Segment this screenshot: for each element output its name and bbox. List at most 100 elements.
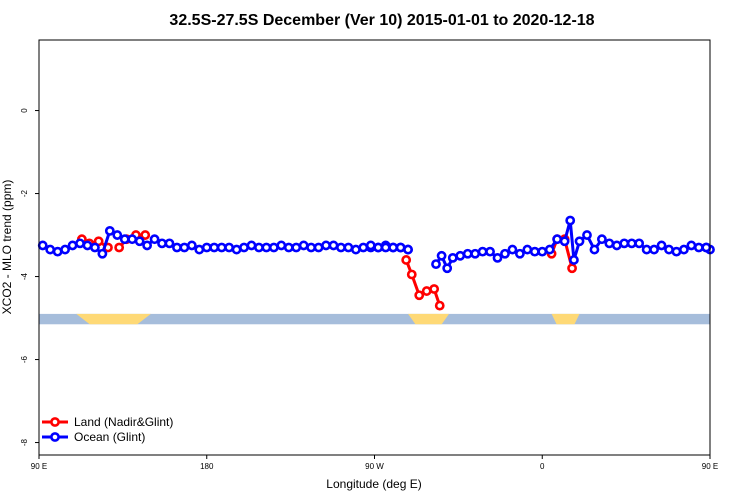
ocean-point-1-33 [276,240,287,251]
y-tick-label-1: 0 [20,108,29,113]
ocean-point-1-4 [60,244,70,255]
ocean-point-1-20 [179,242,190,253]
ocean-point-3-22 [574,236,585,247]
ocean-point-3-27 [611,240,622,251]
ocean-point-1-26 [224,242,235,253]
x-tick-label-4: 0 [540,462,545,471]
ocean-point-3-16 [537,246,548,257]
land-strip-2 [408,313,450,325]
y-tick-label-4: -6 [20,355,29,363]
y-tick-label-2: -2 [20,189,29,197]
ocean-point-1-15 [142,240,153,251]
legend-label-land: Land (Nadir&Glint) [74,415,173,429]
ocean-point-3-35 [671,246,682,257]
series-layer [37,215,715,311]
ocean-point-1-41 [336,242,346,253]
x-axis: 90 E 180 90 W 0 90 E [31,455,718,471]
ocean-point-1-34 [283,242,294,253]
ocean-point-1-19 [172,242,182,253]
ocean-point-3-17 [544,244,555,255]
ocean-point-3-7 [470,248,481,259]
x-axis-label: Longitude (deg E) [326,477,421,491]
ocean-point-1-32 [268,242,279,253]
ocean-point-3-25 [596,234,607,245]
ocean-point-1-38 [313,242,324,253]
ocean-point-3-37 [686,240,697,251]
ocean-point-3-28 [619,238,630,249]
ocean-point-1-2 [45,244,56,255]
legend: Land (Nadir&Glint)Ocean (Glint) [42,415,173,444]
ocean-point-3-8 [477,246,488,257]
ocean-point-3-30 [634,238,645,249]
ocean-strip [39,313,710,325]
ocean-point-1-21 [186,240,197,251]
ocean-point-1-43 [350,244,361,255]
ocean-point-3-3 [442,263,453,274]
ocean-point-3-20 [565,215,576,226]
ocean-point-3-36 [679,244,689,255]
land-point-3-3 [414,290,425,301]
ocean-point-1-10 [104,225,115,236]
land-strip-3 [551,313,580,325]
land-point-3-2 [406,269,417,280]
ocean-point-1-23 [201,242,212,253]
x-tick-label-2: 180 [200,462,214,471]
ocean-point-1-44 [358,242,369,253]
ocean-point-1-13 [127,234,138,245]
ocean-point-1-12 [119,234,130,245]
ocean-point-1-3 [52,246,63,257]
ocean-point-2-6 [403,244,413,255]
ocean-point-3-15 [529,246,540,257]
ocean-point-3-12 [507,244,518,255]
ocean-point-2-3 [380,242,391,253]
y-axis-label: XCO2 - MLO trend (ppm) [0,180,14,315]
ocean-point-1-36 [298,240,309,251]
ocean-point-2-5 [395,242,406,253]
ocean-point-1-5 [67,240,78,251]
ocean-point-4-1 [701,242,712,253]
ocean-point-3-24 [589,244,600,255]
x-tick-label-3: 90 W [365,462,384,471]
ocean-point-3-4 [447,252,458,263]
ocean-point-1-39 [321,240,331,251]
ocean-point-3-18 [552,234,563,245]
land-strip-1 [76,313,151,325]
ocean-point-3-13 [514,248,525,259]
ocean-point-1-24 [209,242,220,253]
land-point-4-4 [567,263,577,274]
ocean-point-3-34 [664,244,674,255]
ocean-point-3-2 [436,250,447,261]
ocean-point-3-9 [485,246,495,257]
ocean-point-3-31 [641,244,652,255]
ocean-point-2-2 [373,242,384,253]
land-point-3-6 [434,300,445,311]
y-axis: 0 -2 -4 -6 -8 [20,108,39,446]
land-point-3-5 [429,284,440,294]
ocean-point-1-9 [97,248,108,259]
ocean-point-1-14 [134,236,145,247]
ocean-point-1-8 [90,242,100,253]
ocean-point-1-1 [37,240,48,251]
ocean-point-1-42 [343,242,354,253]
ocean-point-1-30 [254,242,264,253]
land-point-3-1 [401,255,412,265]
ocean-point-3-23 [582,230,592,240]
ocean-point-3-1 [431,259,441,269]
ocean-point-3-38 [693,242,704,253]
ocean-point-3-6 [462,248,473,259]
ocean-point-3-32 [649,244,659,255]
ocean-point-3-29 [626,238,637,249]
land-point-3-4 [421,286,432,296]
surface-strip [39,313,710,325]
ocean-point-1-28 [239,242,249,253]
x-tick-label-5: 90 E [702,462,718,471]
ocean-point-2-1 [365,240,376,251]
y-tick-label-5: -8 [20,438,29,446]
ocean-point-1-17 [157,238,167,249]
ocean-point-3-10 [492,252,503,263]
ocean-point-1-40 [328,240,339,251]
ocean-point-3-14 [522,244,533,255]
ocean-point-3-21 [569,255,579,265]
ocean-point-1-29 [246,240,257,251]
